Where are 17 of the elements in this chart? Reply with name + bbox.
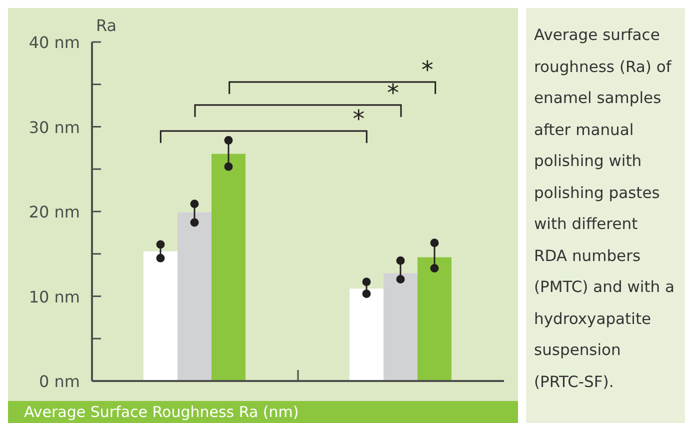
text: Average surface roughness (Ra) of enamel samples after manual polishing with polishing pastes with different RDA numbers (PMTC) and with a hydroxyapatite suspension (PRTC-SF). (534, 26, 675, 390)
x-axis-title: Average Surface Roughness Ra (nm) (8, 401, 518, 423)
y-tick-label: 0 nm (39, 372, 80, 391)
bar (144, 251, 178, 381)
y-tick-label: 30 nm (28, 118, 80, 137)
bar (178, 212, 212, 381)
bar (350, 288, 384, 381)
y-tick-label: 40 nm (28, 33, 80, 52)
bar (384, 273, 418, 381)
annotation: * (387, 79, 399, 107)
bar (212, 154, 246, 381)
y-axis-title: Ra (96, 16, 117, 35)
y-tick-label: 20 nm (28, 202, 80, 222)
bar (418, 257, 452, 381)
y-tick-label: 10 nm (28, 287, 80, 306)
annotation: * (421, 56, 434, 84)
annotation: * (352, 105, 365, 133)
